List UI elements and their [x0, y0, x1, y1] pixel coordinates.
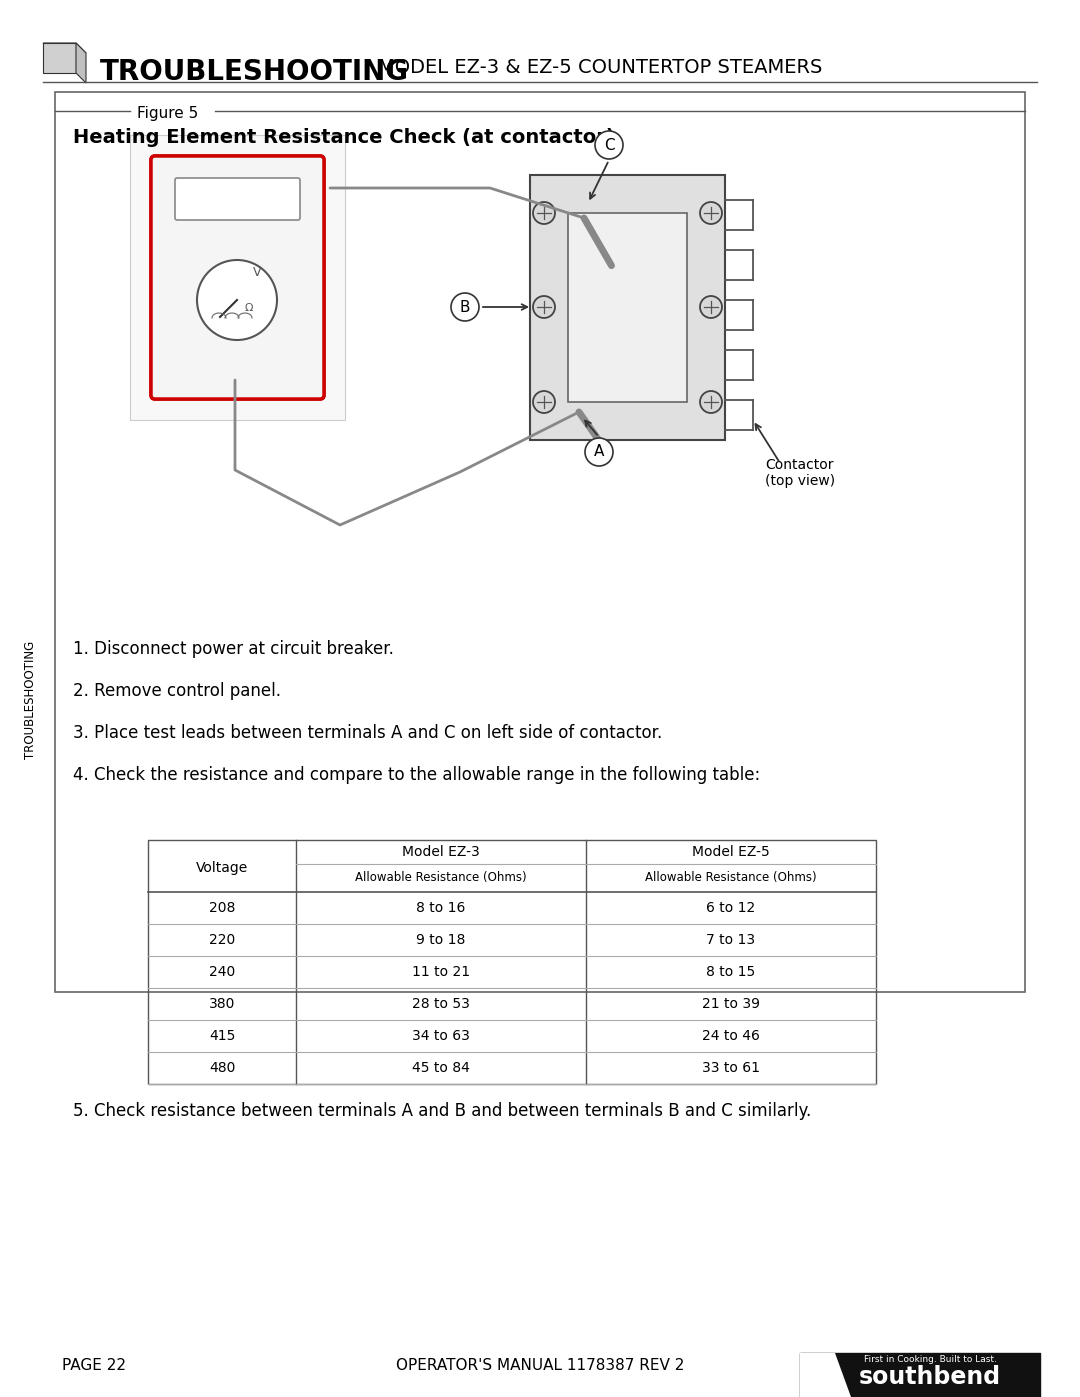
Text: 8 to 16: 8 to 16	[416, 901, 465, 915]
Text: 8 to 15: 8 to 15	[706, 965, 756, 979]
Circle shape	[700, 203, 723, 224]
Text: 11 to 21: 11 to 21	[411, 965, 470, 979]
Text: 9 to 18: 9 to 18	[416, 933, 465, 947]
Circle shape	[534, 391, 555, 414]
Text: Model EZ-3: Model EZ-3	[402, 845, 480, 859]
Text: 5. Check resistance between terminals A and B and between terminals B and C simi: 5. Check resistance between terminals A …	[73, 1102, 811, 1120]
Text: PAGE 22: PAGE 22	[62, 1358, 126, 1373]
Circle shape	[585, 439, 613, 467]
Text: 3. Place test leads between terminals A and C on left side of contactor.: 3. Place test leads between terminals A …	[73, 724, 662, 742]
Bar	[530, 175, 725, 440]
Text: 45 to 84: 45 to 84	[413, 1060, 470, 1076]
Text: Ω: Ω	[245, 303, 254, 313]
Polygon shape	[800, 1354, 855, 1397]
FancyBboxPatch shape	[151, 156, 324, 400]
Circle shape	[700, 296, 723, 319]
Text: 480: 480	[208, 1060, 235, 1076]
Bar	[130, 136, 345, 420]
Text: First in Cooking. Built to Last.: First in Cooking. Built to Last.	[864, 1355, 997, 1363]
Text: 4. Check the resistance and compare to the allowable range in the following tabl: 4. Check the resistance and compare to t…	[73, 766, 760, 784]
Text: 1. Disconnect power at circuit breaker.: 1. Disconnect power at circuit breaker.	[73, 640, 394, 658]
Polygon shape	[43, 43, 86, 53]
Text: 24 to 46: 24 to 46	[702, 1030, 760, 1044]
Circle shape	[595, 131, 623, 159]
Text: C: C	[604, 137, 615, 152]
Circle shape	[534, 296, 555, 319]
Bar	[55, 92, 1025, 992]
Text: MODEL EZ-3 & EZ-5 COUNTERTOP STEAMERS: MODEL EZ-3 & EZ-5 COUNTERTOP STEAMERS	[378, 59, 822, 77]
Text: 6 to 12: 6 to 12	[706, 901, 756, 915]
Circle shape	[700, 391, 723, 414]
Text: Voltage: Voltage	[195, 861, 248, 875]
Bar	[568, 212, 687, 402]
Circle shape	[534, 203, 555, 224]
Polygon shape	[76, 43, 86, 82]
Text: 2. Remove control panel.: 2. Remove control panel.	[73, 682, 281, 700]
Text: southbend: southbend	[859, 1365, 1001, 1389]
Text: TROUBLESHOOTING: TROUBLESHOOTING	[100, 59, 409, 87]
Text: 415: 415	[208, 1030, 235, 1044]
Circle shape	[197, 260, 276, 339]
Text: 28 to 53: 28 to 53	[413, 997, 470, 1011]
Text: 33 to 61: 33 to 61	[702, 1060, 760, 1076]
Text: 34 to 63: 34 to 63	[413, 1030, 470, 1044]
Text: Allowable Resistance (Ohms): Allowable Resistance (Ohms)	[645, 870, 816, 883]
Text: 220: 220	[208, 933, 235, 947]
Text: B: B	[460, 299, 470, 314]
Circle shape	[451, 293, 480, 321]
Polygon shape	[43, 43, 76, 73]
Text: V: V	[253, 265, 261, 278]
Text: 240: 240	[208, 965, 235, 979]
Text: Figure 5: Figure 5	[137, 106, 199, 122]
Text: OPERATOR'S MANUAL 1178387 REV 2: OPERATOR'S MANUAL 1178387 REV 2	[395, 1358, 685, 1373]
Text: 380: 380	[208, 997, 235, 1011]
Polygon shape	[800, 1389, 845, 1397]
Text: Heating Element Resistance Check (at contactor): Heating Element Resistance Check (at con…	[73, 129, 615, 147]
Bar	[148, 840, 876, 1084]
Text: 208: 208	[208, 901, 235, 915]
Text: 7 to 13: 7 to 13	[706, 933, 756, 947]
Text: Allowable Resistance (Ohms): Allowable Resistance (Ohms)	[355, 870, 527, 883]
Text: 21 to 39: 21 to 39	[702, 997, 760, 1011]
Text: Model EZ-5: Model EZ-5	[692, 845, 770, 859]
Text: A: A	[594, 444, 604, 460]
Text: Contactor
(top view): Contactor (top view)	[765, 458, 835, 488]
FancyBboxPatch shape	[175, 177, 300, 219]
Text: TROUBLESHOOTING: TROUBLESHOOTING	[24, 641, 37, 759]
Bar	[800, 1354, 1040, 1397]
